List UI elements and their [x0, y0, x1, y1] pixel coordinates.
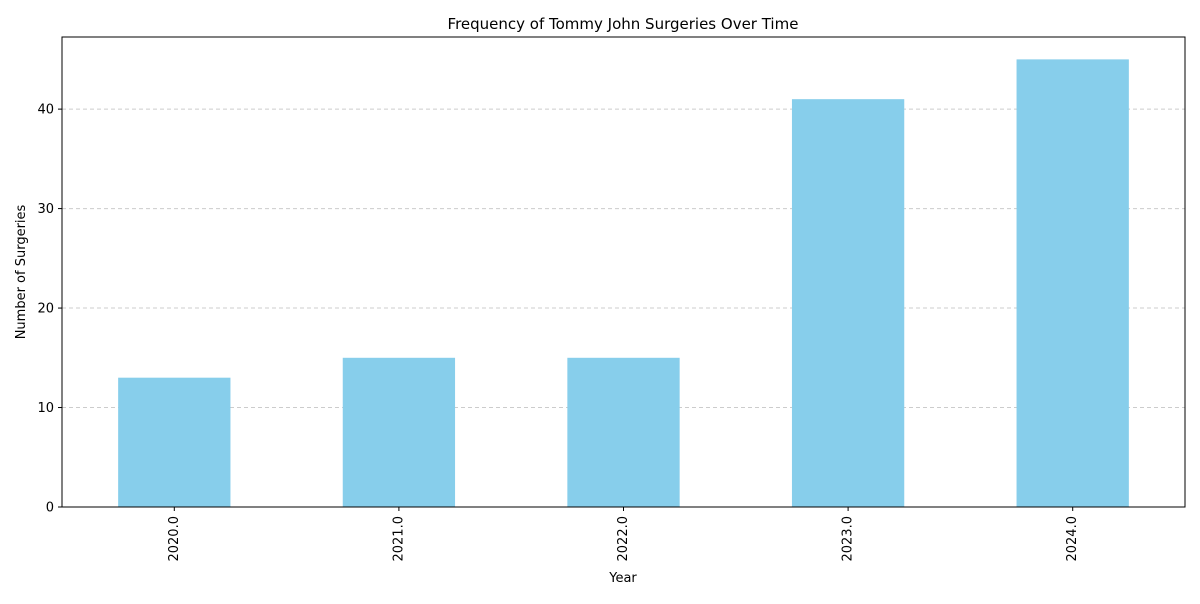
bars: [118, 59, 1129, 507]
y-tick-label: 30: [37, 202, 54, 217]
x-tick-label: 2020.0: [167, 516, 182, 562]
x-axis-label: Year: [608, 571, 637, 586]
x-tick-label: 2024.0: [1065, 516, 1080, 562]
bar-2021.0: [342, 357, 456, 507]
bar-2023.0: [791, 99, 905, 507]
bar-2022.0: [567, 357, 680, 507]
bar-2024.0: [1016, 59, 1129, 507]
y-tick-label: 40: [37, 103, 54, 118]
bar-2020.0: [118, 377, 231, 507]
y-axis-ticks: 0 10 20 30 40: [37, 103, 62, 516]
x-axis-ticks: 2020.0 2021.0 2022.0 2023.0 2024.0: [167, 507, 1080, 562]
x-tick-label: 2021.0: [391, 516, 406, 562]
y-tick-label: 10: [37, 401, 54, 416]
x-tick-label: 2023.0: [841, 516, 856, 562]
x-tick-label: 2022.0: [616, 516, 631, 562]
y-tick-label: 0: [46, 501, 54, 516]
y-axis-label: Number of Surgeries: [14, 204, 29, 339]
y-tick-label: 20: [37, 302, 54, 317]
chart-title: Frequency of Tommy John Surgeries Over T…: [448, 15, 799, 33]
